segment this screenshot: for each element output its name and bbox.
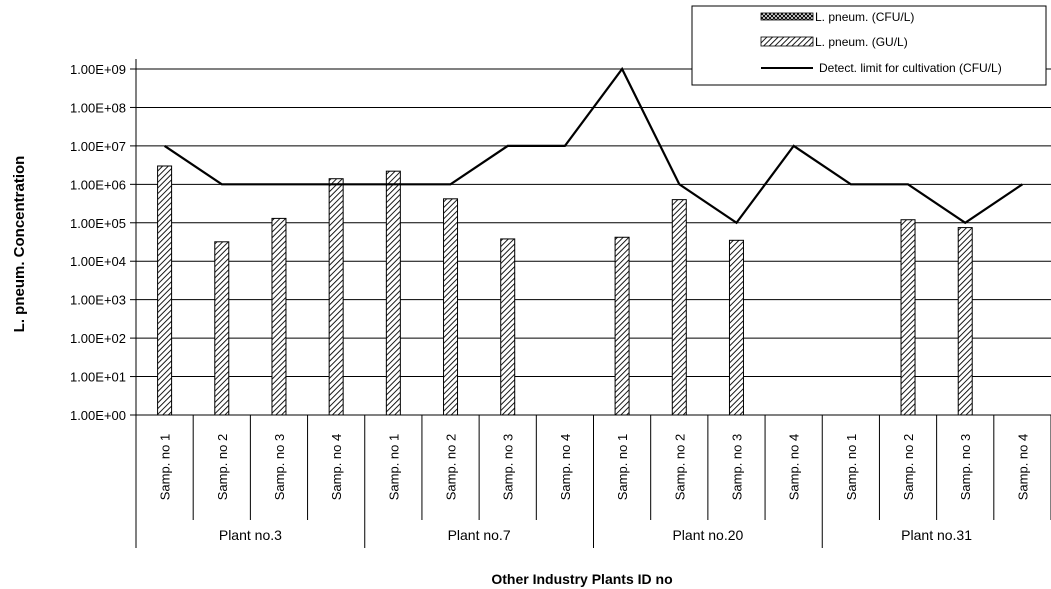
legend-label-gu: L. pneum. (GU/L) — [815, 35, 908, 49]
y-tick-label: 1.00E+00 — [70, 408, 126, 423]
bar — [443, 198, 459, 416]
bar — [671, 199, 687, 416]
x-axis-categories: Samp. no 1 Samp. no 2 Samp. no 3 Samp. no 4… — [135, 415, 1051, 520]
category-label: Samp. no 3 — [730, 434, 745, 501]
legend-swatch-gu — [760, 36, 814, 47]
group-label: Plant no.3 — [219, 527, 282, 543]
bar — [157, 165, 173, 416]
category-label: Samp. no 1 — [844, 434, 859, 501]
category-label: Samp. no 4 — [1015, 434, 1030, 501]
bar — [614, 236, 630, 416]
y-tick-label: 1.00E+05 — [70, 216, 126, 231]
y-axis-ticks: 1.00E+00 1.00E+01 1.00E+02 1.00E+03 1.00E+04… — [70, 62, 136, 423]
category-label: Samp. no 4 — [558, 434, 573, 501]
category-label: Samp. no 1 — [615, 434, 630, 501]
category-label: Samp. no 2 — [444, 434, 459, 501]
category-label: Samp. no 2 — [901, 434, 916, 501]
group-label: Plant no.20 — [672, 527, 743, 543]
y-tick-label: 1.00E+04 — [70, 254, 126, 269]
category-label: Samp. no 4 — [787, 434, 802, 501]
y-tick-label: 1.00E+02 — [70, 331, 126, 346]
bar — [385, 170, 401, 416]
y-tick-label: 1.00E+01 — [70, 370, 126, 385]
x-axis-groups: Plant no.3 Plant no.7 Plant no.20 Plant no.… — [135, 520, 972, 548]
group-label: Plant no.7 — [448, 527, 511, 543]
line-series — [163, 66, 1024, 225]
legend-label-cfu: L. pneum. (CFU/L) — [815, 10, 914, 24]
detection-limit-line — [163, 66, 1024, 225]
y-tick-label: 1.00E+03 — [70, 293, 126, 308]
bar — [728, 239, 744, 416]
category-label: Samp. no 1 — [158, 434, 173, 501]
category-label: Samp. no 4 — [329, 434, 344, 501]
bar — [957, 227, 973, 416]
bar-series — [157, 165, 973, 416]
category-label: Samp. no 3 — [501, 434, 516, 501]
category-label: Samp. no 1 — [386, 434, 401, 501]
y-axis-title: L. pneum. Concentration — [11, 156, 28, 333]
x-axis-title: Other Industry Plants ID no — [491, 571, 672, 587]
bar — [214, 241, 230, 416]
category-label: Samp. no 3 — [958, 434, 973, 501]
legend-label-limit: Detect. limit for cultivation (CFU/L) — [819, 61, 1002, 75]
group-label: Plant no.31 — [901, 527, 972, 543]
bar — [500, 238, 516, 416]
category-label: Samp. no 2 — [215, 434, 230, 501]
y-tick-label: 1.00E+09 — [70, 62, 126, 77]
y-tick-label: 1.00E+06 — [70, 177, 126, 192]
legend-box — [691, 5, 1047, 86]
bar — [271, 217, 287, 416]
bar — [328, 178, 344, 416]
y-tick-label: 1.00E+07 — [70, 139, 126, 154]
legend: L. pneum. (CFU/L) L. pneum. (GU/L) Detec… — [691, 5, 1047, 86]
y-tick-label: 1.00E+08 — [70, 100, 126, 115]
category-label: Samp. no 3 — [272, 434, 287, 501]
category-label: Samp. no 2 — [672, 434, 687, 501]
legend-swatch-cfu — [760, 12, 814, 21]
bar — [900, 219, 916, 416]
